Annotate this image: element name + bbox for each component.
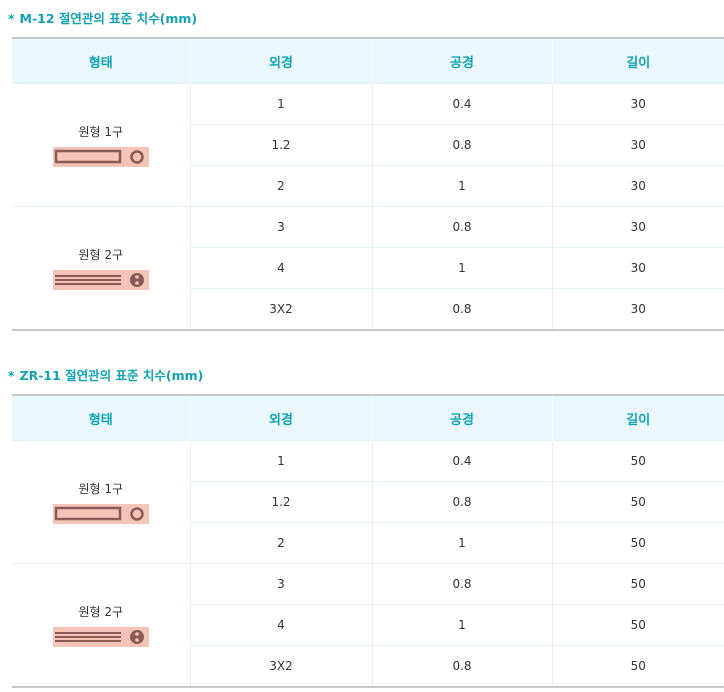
table-row: 1.2 0.8 50 — [12, 481, 724, 523]
header-shape: 형태 — [12, 38, 190, 84]
table-row: 원형 2구 3 0.8 50 — [12, 563, 724, 687]
dimension-table-zr11: 형태 외경 공경 길이 원형 1구 1 0.4 50 1.2 0.8 50 — [12, 394, 724, 688]
dimension-table-m12: 형태 외경 공경 길이 원형 1구 1 0.4 30 1.2 0.8 30 — [12, 37, 724, 331]
shape-label: 원형 1구 — [78, 482, 124, 496]
section-title-zr11: * ZR-11 절연관의 표준 치수(mm) — [8, 366, 203, 386]
table-row: 1.2 0.8 30 — [12, 124, 724, 166]
bore-diameter-cell: 1 — [371, 522, 552, 564]
bore-diameter-cell: 1 — [371, 247, 552, 289]
table-row: 2 1 50 — [12, 522, 724, 564]
outer-diameter-cell: 3 — [189, 563, 372, 605]
table-row: 4 1 30 — [12, 247, 724, 289]
bore-diameter-cell: 0.8 — [371, 288, 552, 330]
outer-diameter-cell: 3X2 — [189, 288, 372, 330]
table-row: 원형 2구 3 0.8 30 — [12, 206, 724, 330]
shape-label: 원형 2구 — [78, 248, 124, 262]
outer-diameter-cell: 3X2 — [189, 645, 372, 687]
header-outer-diameter: 외경 — [189, 395, 372, 441]
section-title-text: M-12 절연관의 표준 치수(mm) — [19, 11, 198, 26]
length-cell: 50 — [551, 604, 724, 646]
bore-diameter-cell: 0.4 — [371, 83, 552, 125]
outer-diameter-cell: 1.2 — [189, 124, 372, 166]
bore-diameter-cell: 0.8 — [371, 481, 552, 523]
header-length: 길이 — [551, 395, 724, 441]
header-outer-diameter: 외경 — [189, 38, 372, 84]
length-cell: 50 — [551, 563, 724, 605]
bore-diameter-cell: 1 — [371, 604, 552, 646]
header-length: 길이 — [551, 38, 724, 84]
table-row: 원형 1구 1 0.4 30 — [12, 83, 724, 207]
header-bore-diameter: 공경 — [371, 38, 552, 84]
section-title-m12: * M-12 절연관의 표준 치수(mm) — [8, 9, 197, 29]
single-bore-tube-icon — [52, 504, 149, 524]
section-title-text: ZR-11 절연관의 표준 치수(mm) — [19, 368, 204, 383]
shape-label: 원형 2구 — [78, 605, 124, 619]
title-bullet: * — [8, 11, 15, 26]
shape-label: 원형 1구 — [78, 125, 124, 139]
length-cell: 30 — [551, 206, 724, 248]
table-header-row: 형태 외경 공경 길이 — [12, 38, 724, 84]
bore-diameter-cell: 0.8 — [371, 124, 552, 166]
length-cell: 30 — [551, 165, 724, 207]
outer-diameter-cell: 2 — [189, 522, 372, 564]
header-shape: 형태 — [12, 395, 190, 441]
bore-diameter-cell: 0.4 — [371, 440, 552, 482]
length-cell: 30 — [551, 247, 724, 289]
table-row: 2 1 30 — [12, 165, 724, 207]
title-bullet: * — [8, 368, 15, 383]
double-bore-tube-icon — [52, 270, 149, 290]
table-row: 4 1 50 — [12, 604, 724, 646]
single-bore-tube-icon — [52, 147, 149, 167]
shape-cell: 원형 1구 — [12, 440, 190, 564]
outer-diameter-cell: 1 — [189, 83, 372, 125]
table-header-row: 형태 외경 공경 길이 — [12, 395, 724, 441]
length-cell: 50 — [551, 522, 724, 564]
outer-diameter-cell: 4 — [189, 604, 372, 646]
outer-diameter-cell: 4 — [189, 247, 372, 289]
bore-diameter-cell: 0.8 — [371, 563, 552, 605]
shape-cell: 원형 2구 — [12, 206, 190, 330]
double-bore-tube-icon — [52, 627, 149, 647]
header-bore-diameter: 공경 — [371, 395, 552, 441]
shape-cell: 원형 1구 — [12, 83, 190, 207]
length-cell: 50 — [551, 481, 724, 523]
length-cell: 30 — [551, 83, 724, 125]
table-row: 원형 1구 1 0.4 50 — [12, 440, 724, 564]
outer-diameter-cell: 3 — [189, 206, 372, 248]
bore-diameter-cell: 0.8 — [371, 645, 552, 687]
table-row: 3X2 0.8 50 — [12, 645, 724, 687]
bore-diameter-cell: 1 — [371, 165, 552, 207]
length-cell: 30 — [551, 288, 724, 330]
length-cell: 50 — [551, 440, 724, 482]
shape-cell: 원형 2구 — [12, 563, 190, 687]
length-cell: 30 — [551, 124, 724, 166]
outer-diameter-cell: 1.2 — [189, 481, 372, 523]
bore-diameter-cell: 0.8 — [371, 206, 552, 248]
outer-diameter-cell: 1 — [189, 440, 372, 482]
table-row: 3X2 0.8 30 — [12, 288, 724, 330]
outer-diameter-cell: 2 — [189, 165, 372, 207]
length-cell: 50 — [551, 645, 724, 687]
